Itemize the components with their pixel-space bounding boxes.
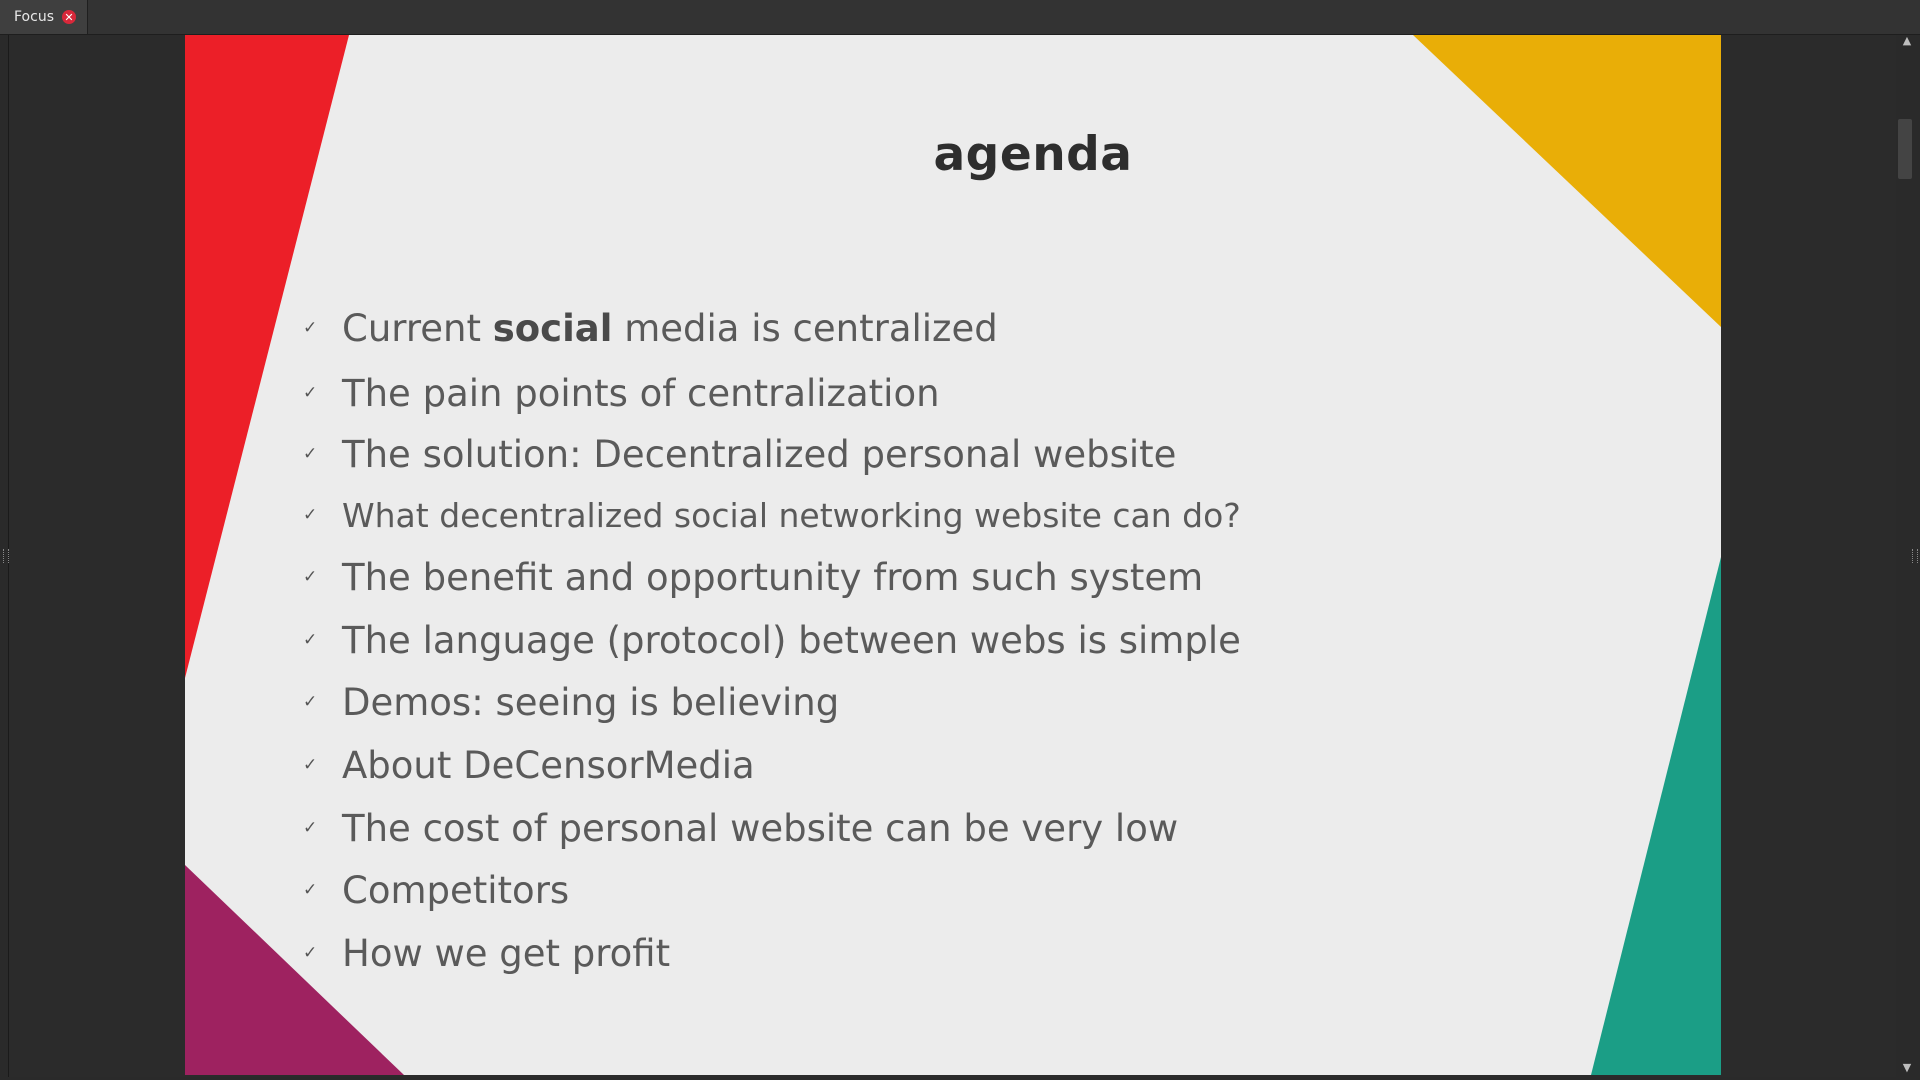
slide: agenda ✓ Current social media is central… xyxy=(185,35,1721,1075)
slide-title: agenda xyxy=(933,127,1133,182)
checkmark-icon: ✓ xyxy=(303,505,318,525)
agenda-item-text: The benefit and opportunity from such sy… xyxy=(342,555,1204,599)
agenda-item-text: The language (protocol) between webs is … xyxy=(342,618,1241,662)
yellow-triangle xyxy=(1413,35,1721,327)
agenda-item-text: Current social media is centralized xyxy=(342,310,998,347)
checkmark-icon: ✓ xyxy=(303,630,318,650)
close-icon[interactable]: ✕ xyxy=(61,10,76,24)
agenda-item-text: Competitors xyxy=(342,868,570,912)
left-resize-handle[interactable] xyxy=(3,549,9,563)
purple-triangle xyxy=(185,865,404,1075)
item-text-suffix: media is centralized xyxy=(612,306,998,350)
scroll-down-icon[interactable]: ▼ xyxy=(1902,1061,1912,1074)
checkmark-icon: ✓ xyxy=(303,880,318,900)
checkmark-icon: ✓ xyxy=(303,383,318,403)
tab-bar: Focus ✕ xyxy=(0,0,1920,35)
item-text-bold: social xyxy=(492,306,613,350)
checkmark-icon: ✓ xyxy=(303,567,318,587)
teal-triangle xyxy=(1591,557,1721,1075)
tab-label: Focus xyxy=(14,9,54,25)
checkmark-icon: ✓ xyxy=(303,692,318,712)
agenda-item-text: The solution: Decentralized personal web… xyxy=(342,432,1177,476)
slide-decoration xyxy=(185,35,1721,1075)
checkmark-icon: ✓ xyxy=(303,818,318,838)
agenda-item-text: The cost of personal website can be very… xyxy=(342,806,1179,850)
agenda-item-text: How we get profit xyxy=(342,931,671,975)
scroll-thumb[interactable] xyxy=(1898,119,1912,179)
scroll-up-icon[interactable]: ▲ xyxy=(1902,34,1912,47)
agenda-item-text: What decentralized social networking web… xyxy=(342,495,1241,535)
agenda-item-text: The pain points of centralization xyxy=(342,371,940,415)
checkmark-icon: ✓ xyxy=(303,318,318,338)
vertical-scrollbar[interactable]: ▲ ▼ xyxy=(1896,35,1918,1078)
item-text-prefix: Current xyxy=(342,306,493,350)
checkmark-icon: ✓ xyxy=(303,755,318,775)
checkmark-icon: ✓ xyxy=(303,444,318,464)
red-triangle xyxy=(185,35,349,678)
agenda-item-text: Demos: seeing is believing xyxy=(342,680,840,724)
right-resize-handle[interactable] xyxy=(1912,549,1918,563)
checkmark-icon: ✓ xyxy=(303,943,318,963)
agenda-item-text: About DeCensorMedia xyxy=(342,743,755,787)
tab-focus[interactable]: Focus ✕ xyxy=(0,0,88,34)
